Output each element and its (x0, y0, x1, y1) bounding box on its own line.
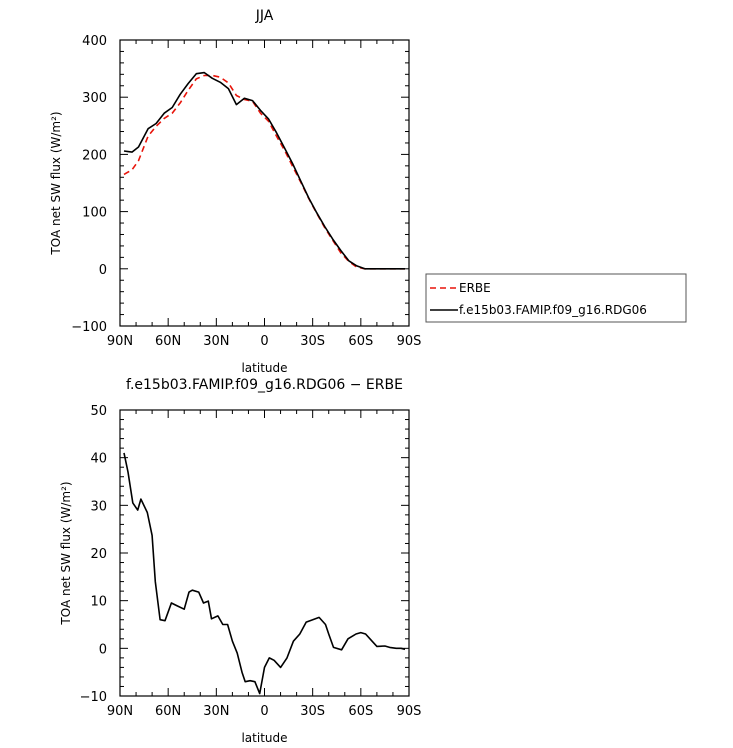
y-tick-label: 10 (90, 595, 107, 610)
x-tick-label: 30N (203, 704, 229, 719)
y-tick-label: 0 (99, 263, 107, 278)
y-tick-label: 400 (82, 34, 107, 49)
x-tick-label: 30S (300, 704, 325, 719)
series-line-1 (123, 74, 405, 270)
y-tick-label: −10 (80, 690, 107, 705)
y-tick-label: 40 (90, 452, 107, 467)
x-tick-label: 0 (260, 704, 268, 719)
y-tick-label: 0 (99, 642, 107, 657)
y-tick-label: 20 (90, 547, 107, 562)
x-tick-label: 60S (348, 334, 373, 349)
plot-frame (119, 409, 410, 697)
x-tick-label: 90N (107, 334, 133, 349)
y-tick-label: 300 (82, 91, 107, 106)
plot-frame (119, 39, 410, 327)
x-axis-label: latitude (241, 361, 287, 375)
y-tick-label: 200 (82, 148, 107, 163)
legend-entry: ERBE (459, 281, 491, 295)
x-tick-label: 30S (300, 334, 325, 349)
x-tick-label: 60N (155, 334, 181, 349)
x-tick-label: 30N (203, 334, 229, 349)
y-tick-label: 30 (90, 499, 107, 514)
x-tick-label: 0 (260, 334, 268, 349)
chart-title: JJA (255, 8, 274, 24)
series-line-1 (123, 452, 406, 695)
y-axis-label: TOA net SW flux (W/m²) (59, 481, 73, 625)
chart-title: f.e15b03.FAMIP.f09_g16.RDG06 − ERBE (126, 377, 403, 393)
series-line-2 (123, 71, 405, 270)
y-tick-label: 100 (82, 206, 107, 221)
x-axis-label: latitude (241, 731, 287, 745)
x-tick-label: 60S (348, 704, 373, 719)
legend-box (425, 273, 687, 323)
x-tick-label: 90S (397, 334, 422, 349)
legend-entry: f.e15b03.FAMIP.f09_g16.RDG06 (459, 303, 647, 317)
y-axis-label: TOA net SW flux (W/m²) (49, 111, 63, 255)
x-tick-label: 90N (107, 704, 133, 719)
x-tick-label: 90S (397, 704, 422, 719)
y-tick-label: 50 (90, 404, 107, 419)
x-tick-label: 60N (155, 704, 181, 719)
y-tick-label: −100 (71, 320, 107, 335)
